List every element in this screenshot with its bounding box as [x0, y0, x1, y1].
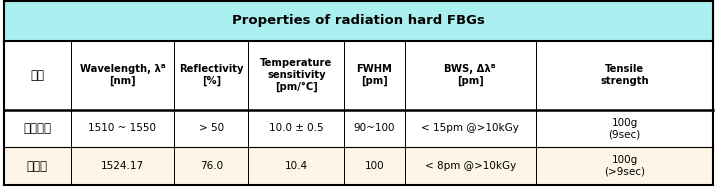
Text: Reflectivity
[%]: Reflectivity [%]: [179, 64, 244, 86]
Text: Tensile
strength: Tensile strength: [600, 64, 649, 86]
Text: Temperature
sensitivity
[pm/°C]: Temperature sensitivity [pm/°C]: [260, 58, 333, 92]
Text: < 8pm @>10kGy: < 8pm @>10kGy: [424, 161, 516, 171]
Text: 1524.17: 1524.17: [101, 161, 144, 171]
Text: 100: 100: [365, 161, 384, 171]
Text: 100g
(9sec): 100g (9sec): [609, 118, 641, 139]
Text: 설계조건: 설계조건: [23, 122, 52, 135]
Text: 100g
(>9sec): 100g (>9sec): [604, 155, 645, 177]
Text: < 15pm @>10kGy: < 15pm @>10kGy: [422, 124, 519, 133]
Text: 10.4: 10.4: [285, 161, 308, 171]
Polygon shape: [4, 1, 713, 41]
Text: 시작품: 시작품: [27, 160, 48, 173]
Text: FWHM
[pm]: FWHM [pm]: [356, 64, 392, 86]
Polygon shape: [4, 110, 713, 147]
Text: 10.0 ± 0.5: 10.0 ± 0.5: [269, 124, 323, 133]
Text: 76.0: 76.0: [199, 161, 223, 171]
Text: Properties of radiation hard FBGs: Properties of radiation hard FBGs: [232, 14, 485, 27]
Text: Wavelength, λᴮ
[nm]: Wavelength, λᴮ [nm]: [80, 64, 166, 86]
Text: > 50: > 50: [199, 124, 224, 133]
Polygon shape: [4, 147, 713, 185]
Polygon shape: [4, 41, 713, 110]
Text: 1510 ~ 1550: 1510 ~ 1550: [88, 124, 156, 133]
Text: 구분: 구분: [30, 69, 44, 81]
Text: 90~100: 90~100: [353, 124, 395, 133]
Text: BWS, Δλᴮ
[pm]: BWS, Δλᴮ [pm]: [445, 64, 496, 86]
